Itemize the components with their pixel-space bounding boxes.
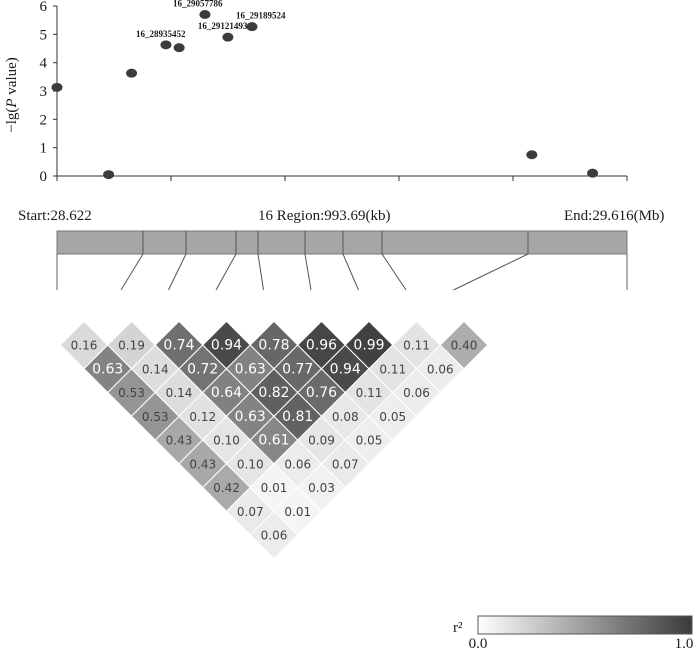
ld-cell-value: 0.94 xyxy=(330,361,361,377)
r2-legend: r² 0.0 1.0 xyxy=(453,615,694,650)
ld-cell-value: 0.14 xyxy=(166,386,193,400)
ld-heatmap: 0.16 0.63 0.53 0.53 0.43 0.43 0.42 0.07 0.06 0.19… xyxy=(59,320,489,560)
ld-cell-value: 0.05 xyxy=(356,434,383,448)
region-start-label: Start:28.622 xyxy=(18,208,92,224)
y-axis: 0 1 2 3 4 5 6 xyxy=(40,0,58,185)
y-axis-label: −lg(P value) xyxy=(4,57,20,133)
y-tick-label: 5 xyxy=(40,27,48,43)
ld-cell-value: 0.06 xyxy=(261,529,288,543)
snp-connector-line xyxy=(304,253,312,291)
x-axis xyxy=(56,175,628,181)
snp-connector-line xyxy=(168,253,187,291)
ld-cell-value: 0.06 xyxy=(284,457,311,471)
ld-cell-value: 0.11 xyxy=(403,339,430,353)
snp-label: 16_29189524 xyxy=(236,11,286,21)
snp-connector-line xyxy=(381,253,407,291)
snp-point xyxy=(173,43,185,53)
ld-cell-value: 0.16 xyxy=(71,339,98,353)
y-label-suffix: value) xyxy=(4,57,20,98)
legend-gradient-bar xyxy=(477,615,693,635)
snp-connector-line xyxy=(257,253,264,291)
ld-cell-value: 0.63 xyxy=(92,361,123,377)
region-center-label: 16 Region:993.69(kb) xyxy=(258,208,391,224)
ld-cell-value: 0.81 xyxy=(282,409,313,425)
snp-point xyxy=(126,68,138,78)
ld-cell xyxy=(439,320,489,370)
ld-cell-value: 0.63 xyxy=(235,409,266,425)
snp-connector-line xyxy=(120,253,144,291)
ld-cell-value: 0.64 xyxy=(211,385,242,401)
snp-connector-line xyxy=(453,253,529,291)
ld-cell-value: 0.42 xyxy=(213,481,240,495)
ld-cell-value: 0.53 xyxy=(118,386,145,400)
ld-cell-value: 0.03 xyxy=(308,481,335,495)
ld-cell-value: 0.06 xyxy=(427,362,454,376)
ld-cell-value: 0.40 xyxy=(451,339,478,353)
ld-cell-value: 0.08 xyxy=(332,410,359,424)
snp-point xyxy=(587,168,599,178)
y-tick-label: 0 xyxy=(40,169,48,185)
snp-connector-line xyxy=(215,253,237,291)
snp-point xyxy=(199,10,211,19)
ld-cell-value: 0.94 xyxy=(211,338,242,354)
ld-cell-value: 0.09 xyxy=(308,434,335,448)
legend-title: r² xyxy=(453,620,463,636)
ld-cell-value: 0.78 xyxy=(258,338,289,354)
ld-cell-value: 0.14 xyxy=(142,362,169,376)
association-plot: 0 1 2 3 4 5 6 −lg(P value) 16_28935452 16_29057… xyxy=(4,0,628,185)
y-tick-label: 2 xyxy=(40,112,48,128)
ld-cell-value: 0.01 xyxy=(284,505,311,519)
snp-point xyxy=(160,40,172,50)
y-label-italic: P xyxy=(4,98,20,108)
ld-cell-value: 0.96 xyxy=(306,338,337,354)
ld-cell-value: 0.07 xyxy=(237,505,264,519)
snp-point xyxy=(222,32,234,42)
ld-cell-value: 0.99 xyxy=(353,338,384,354)
ld-cell-value: 0.53 xyxy=(142,410,169,424)
ld-cell-value: 0.10 xyxy=(237,457,264,471)
ld-cell-value: 0.19 xyxy=(118,339,145,353)
ld-cell-value: 0.43 xyxy=(166,434,193,448)
y-tick-label: 3 xyxy=(40,84,48,100)
snp-point xyxy=(526,150,538,160)
region-bar xyxy=(56,230,628,291)
ld-cell-value: 0.72 xyxy=(187,361,218,377)
ld-cell-value: 0.77 xyxy=(282,361,313,377)
ld-cell-value: 0.61 xyxy=(258,433,289,449)
ld-cell-value: 0.82 xyxy=(258,385,289,401)
y-tick-label: 1 xyxy=(40,141,48,157)
snp-label: 16_28935452 xyxy=(136,29,186,39)
snp-point xyxy=(246,22,258,32)
ld-cell-value: 0.10 xyxy=(213,434,240,448)
snp-label: 16_29121493 xyxy=(198,21,248,31)
ld-cell-value: 0.07 xyxy=(332,457,359,471)
y-tick-label: 4 xyxy=(40,56,48,72)
ld-cell-value: 0.11 xyxy=(379,362,406,376)
snp-point xyxy=(51,82,63,92)
legend-max-label: 1.0 xyxy=(675,636,694,650)
snp-point xyxy=(103,170,115,180)
snp-label: 16_29057786 xyxy=(173,0,223,9)
y-label-prefix: −lg( xyxy=(4,108,20,133)
ld-cell-value: 0.12 xyxy=(189,410,216,424)
ld-cell-value: 0.11 xyxy=(356,386,383,400)
ld-cell-value: 0.76 xyxy=(306,385,337,401)
data-points: 16_28935452 16_29057786 16_2912149316_2918… xyxy=(51,0,599,180)
ld-cell-value: 0.06 xyxy=(403,386,430,400)
ld-cell-value: 0.63 xyxy=(235,361,266,377)
region-bar-rect xyxy=(56,230,628,255)
ld-cell-value: 0.43 xyxy=(189,457,216,471)
ld-cell-value: 0.01 xyxy=(261,481,288,495)
snp-connector-line xyxy=(342,253,359,291)
region-end-label: End:29.616(Mb) xyxy=(564,208,664,224)
ld-cell-value: 0.05 xyxy=(379,410,406,424)
y-tick-label: 6 xyxy=(40,0,48,15)
legend-min-label: 0.0 xyxy=(469,636,488,650)
ld-cell-value: 0.74 xyxy=(163,338,194,354)
